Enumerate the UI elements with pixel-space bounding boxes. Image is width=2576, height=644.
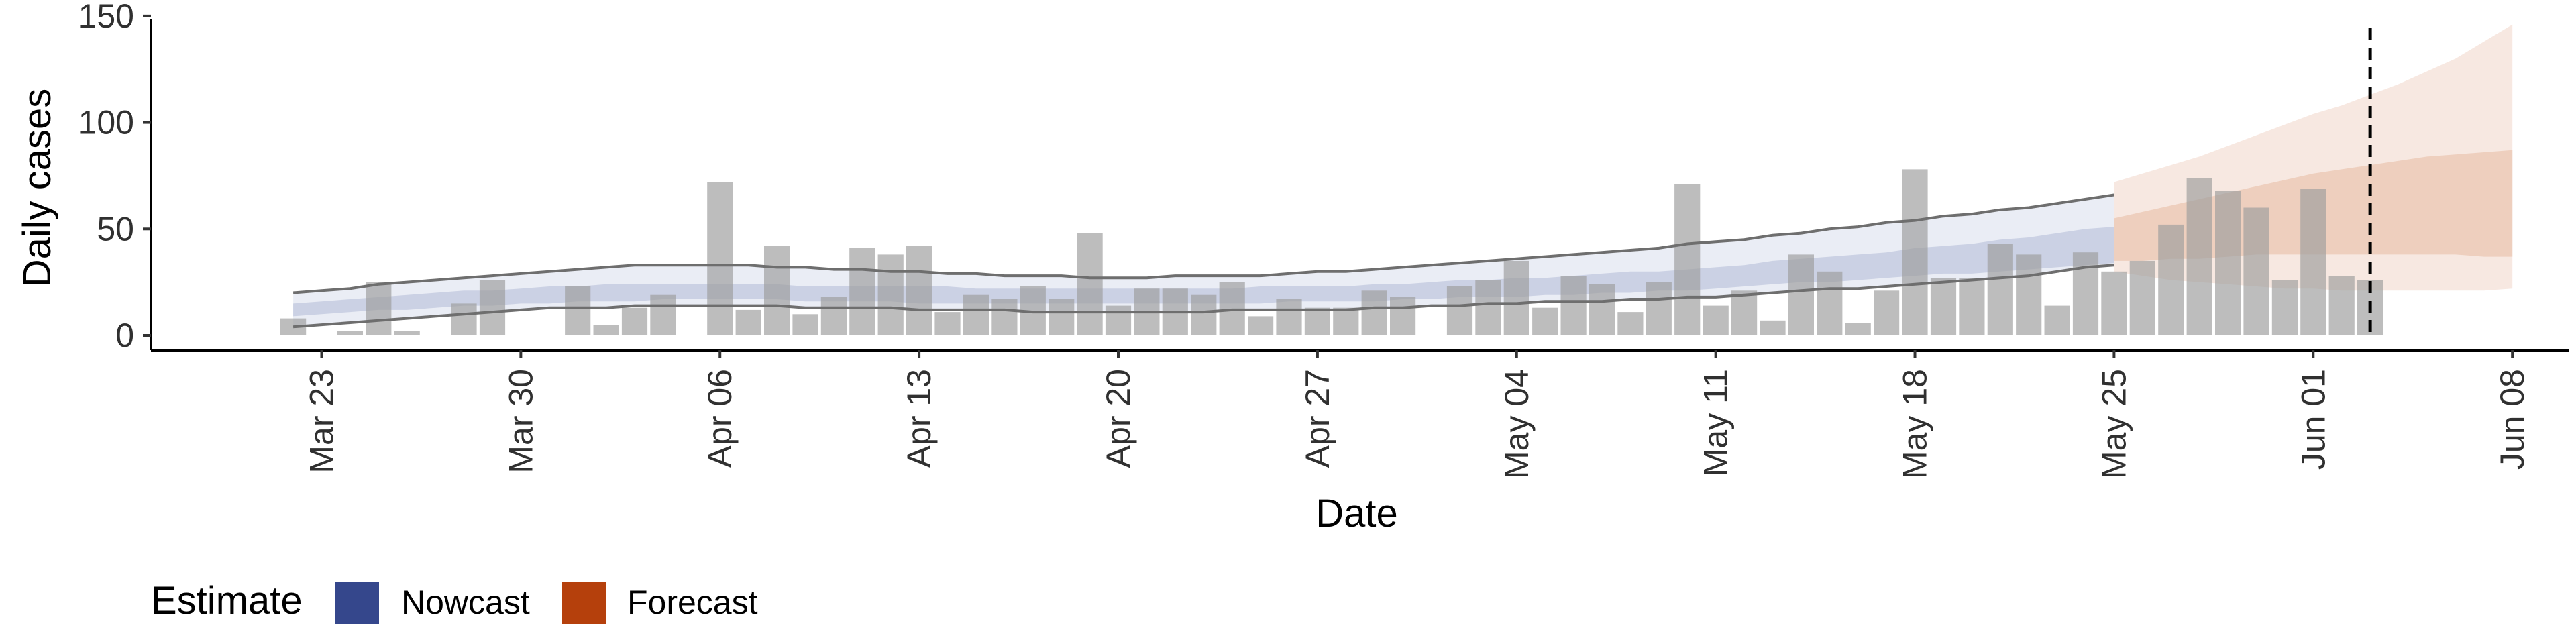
observed-bar (906, 246, 932, 335)
observed-bar (1390, 297, 1416, 335)
observed-bar (1248, 316, 1274, 335)
observed-bar (2072, 252, 2099, 335)
observed-bar (2243, 207, 2269, 335)
observed-bar (1276, 299, 1302, 335)
legend: Estimate Nowcast Forecast (151, 579, 758, 624)
observed-bar (735, 309, 761, 335)
observed-bar (2044, 305, 2070, 335)
observed-bar (1617, 312, 1644, 335)
observed-bar (2215, 191, 2241, 335)
observed-bar (1191, 294, 1217, 335)
x-tick-label: Apr 20 (1099, 369, 1137, 468)
observed-bar (394, 331, 420, 335)
x-tick-label: Apr 13 (900, 369, 938, 468)
observed-bar (1703, 305, 1729, 335)
y-tick-label: 100 (78, 104, 134, 142)
observed-bar (1646, 282, 1672, 335)
observed-bar (593, 325, 619, 335)
legend-key-forecast (562, 582, 606, 624)
observed-bar (1475, 280, 1501, 335)
observed-bar (2271, 280, 2298, 335)
observed-bar (1361, 290, 1387, 335)
observed-bar (1105, 305, 1132, 335)
observed-bar (1560, 276, 1587, 335)
observed-bar (877, 254, 904, 335)
observed-bar (1731, 290, 1758, 335)
y-axis-title: Daily cases (15, 89, 59, 288)
observed-bar (1077, 233, 1103, 335)
observed-bar (1446, 286, 1473, 335)
observed-bar (2101, 271, 2127, 335)
observed-bar (650, 294, 676, 335)
observed-bar (2016, 254, 2042, 335)
x-tick-label: Apr 27 (1299, 369, 1336, 468)
observed-bar (2129, 260, 2155, 335)
observed-bar (1788, 254, 1814, 335)
x-tick-label: May 11 (1697, 369, 1735, 476)
x-tick-label: May 04 (1498, 369, 1536, 479)
nowcast-lower-line (292, 264, 2114, 329)
interval-lines (292, 193, 2114, 329)
y-tick-label: 150 (78, 0, 134, 35)
observed-bar (1333, 307, 1359, 335)
observed-bar (621, 307, 648, 335)
legend-key-nowcast (335, 582, 379, 624)
x-tick-label: Apr 06 (701, 369, 739, 468)
observed-bars (280, 169, 2383, 335)
observed-bar (1674, 184, 1701, 335)
x-tick-label: Jun 01 (2294, 369, 2332, 470)
observed-bar (707, 182, 733, 335)
observed-bar (1874, 290, 1900, 335)
nowcast-inner-band (293, 227, 2114, 317)
observed-bar (1930, 278, 1957, 335)
observed-bar (2328, 276, 2355, 335)
observed-bar (1503, 260, 1529, 335)
observed-bar (2186, 178, 2212, 335)
nowcast-upper-line (292, 193, 2114, 294)
axes: 0 50 100 150 Mar 23 Mar 30 Apr 06 Apr 13 Apr 20 A… (78, 0, 2569, 479)
observed-bar (1845, 323, 1871, 335)
x-tick-label: May 18 (1896, 369, 1934, 479)
y-tick-label: 0 (115, 317, 134, 354)
observed-bar (764, 246, 790, 335)
observed-bar (2300, 189, 2326, 335)
observed-bar (451, 303, 477, 335)
x-tick-label: Mar 30 (502, 369, 539, 474)
observed-bar (1817, 271, 1843, 335)
observed-bar (1532, 307, 1558, 335)
legend-title: Estimate (151, 579, 303, 623)
observed-bar (565, 286, 591, 335)
observed-bar (1987, 244, 2013, 335)
legend-label-nowcast: Nowcast (401, 584, 530, 621)
x-tick-label: Mar 23 (303, 369, 340, 474)
observed-bar (1049, 299, 1075, 335)
observed-bar (479, 280, 506, 335)
x-tick-label: Jun 08 (2493, 369, 2531, 470)
observed-bar (849, 248, 875, 335)
observed-bar (366, 282, 392, 335)
observed-bar (792, 314, 818, 335)
observed-bar (934, 312, 961, 335)
observed-bar (1760, 320, 1786, 335)
legend-label-forecast: Forecast (627, 584, 758, 621)
observed-bar (820, 297, 847, 335)
y-tick-label: 50 (97, 210, 134, 248)
observed-bar (991, 299, 1018, 335)
observed-bar (1902, 169, 1928, 335)
x-tick-label: May 25 (2095, 369, 2133, 479)
observed-bar (337, 331, 363, 335)
observed-bar (963, 294, 989, 335)
observed-bar (1959, 278, 1985, 335)
x-axis-title: Date (1316, 492, 1398, 535)
observed-bar (2158, 224, 2184, 335)
observed-bar (1304, 307, 1330, 335)
observed-bar (1589, 284, 1615, 335)
